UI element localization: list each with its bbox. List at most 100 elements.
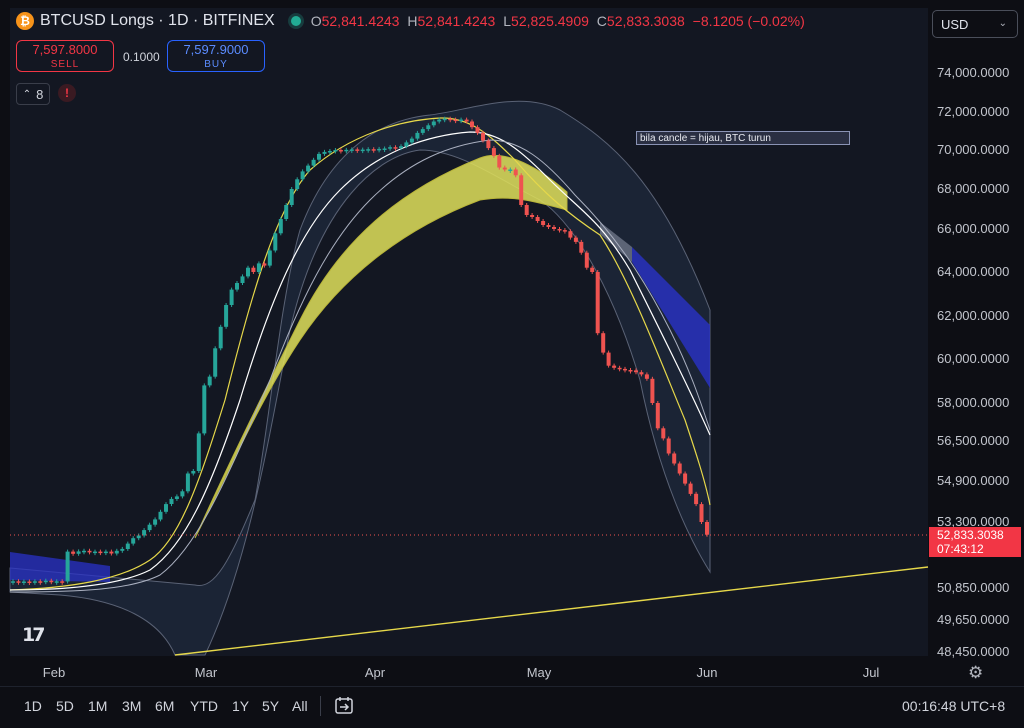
timeframe-1y[interactable]: 1Y — [232, 698, 250, 714]
timeframe-6m[interactable]: 6M — [155, 698, 175, 714]
candle — [683, 473, 688, 484]
candle — [661, 428, 666, 439]
candle — [202, 385, 207, 434]
candle — [502, 167, 507, 170]
candle — [705, 522, 709, 535]
candle — [497, 155, 502, 168]
candle — [267, 250, 272, 266]
candle — [431, 121, 436, 126]
currency-select[interactable]: USD ⌄ — [932, 10, 1018, 38]
candle — [180, 491, 185, 497]
candle — [284, 205, 289, 219]
y-tick-label: 53,300.0000 — [937, 514, 1010, 529]
candle — [300, 171, 305, 180]
candle — [393, 147, 398, 149]
candle — [481, 132, 485, 141]
candle — [295, 179, 300, 190]
chart-note[interactable]: bila cancle = hijau, BTC turun — [636, 131, 850, 145]
candles — [11, 116, 709, 585]
candle — [486, 140, 491, 149]
buy-button[interactable]: 7,597.9000 BUY — [167, 40, 265, 72]
candle — [338, 150, 343, 152]
candle — [699, 504, 704, 522]
sell-button[interactable]: 7,597.8000 SELL — [16, 40, 114, 72]
calendar-icon[interactable] — [334, 695, 354, 715]
market-open-icon — [290, 16, 301, 26]
candle — [366, 149, 371, 151]
low-value: 52,825.4909 — [511, 13, 589, 29]
candle — [475, 127, 480, 133]
candle — [229, 289, 234, 305]
y-tick-label: 60,000.0000 — [937, 351, 1010, 366]
tradingview-logo: 17 — [22, 624, 46, 646]
price-axis[interactable] — [928, 0, 1024, 727]
candle — [71, 551, 76, 554]
y-tick-label: 62,000.0000 — [937, 308, 1010, 323]
symbol-title[interactable]: BTCUSD Longs · 1D · BITFINEX — [40, 12, 275, 29]
candle — [218, 326, 223, 349]
candle — [65, 551, 70, 582]
candle — [196, 433, 201, 471]
open-label: O — [310, 13, 322, 29]
timeframe-1m[interactable]: 1M — [88, 698, 108, 714]
timeframe-all[interactable]: All — [292, 698, 308, 714]
timeframe-ytd[interactable]: YTD — [190, 698, 218, 714]
candle — [399, 146, 403, 149]
bollinger-band-fill — [9, 100, 711, 656]
candle — [453, 119, 458, 122]
y-tick-label: 68,000.0000 — [937, 181, 1010, 196]
current-price-tag: 52,833.3038 07:43:12 — [929, 527, 1021, 557]
timeframe-3m[interactable]: 3M — [122, 698, 142, 714]
yellow-cloud — [194, 154, 568, 539]
candle — [519, 175, 524, 205]
candle — [114, 550, 119, 554]
y-tick-label: 49,650.0000 — [937, 612, 1010, 627]
candle — [207, 376, 212, 386]
candle — [306, 165, 311, 172]
candle — [666, 438, 671, 454]
clock[interactable]: 00:16:48 UTC+8 — [902, 698, 1006, 714]
indicators-toggle[interactable]: ⌃ 8 — [16, 83, 50, 105]
timeframe-5d[interactable]: 5D — [56, 698, 74, 714]
candle — [617, 367, 622, 370]
spread-value: 0.1000 — [123, 50, 160, 64]
candle — [158, 511, 163, 520]
candle — [322, 151, 327, 154]
y-tick-label: 64,000.0000 — [937, 264, 1010, 279]
x-tick-label: May — [526, 665, 552, 680]
candle — [21, 581, 26, 583]
candle — [415, 132, 420, 139]
alert-icon[interactable]: ! — [58, 84, 76, 102]
candle — [557, 229, 562, 231]
candle — [333, 150, 338, 152]
candle — [612, 365, 617, 368]
candle — [672, 453, 677, 464]
timeframe-1d[interactable]: 1D — [24, 698, 42, 714]
candle — [448, 118, 453, 121]
candle — [426, 125, 431, 130]
buy-price: 7,597.9000 — [183, 42, 249, 57]
candle — [694, 493, 699, 505]
candle — [634, 370, 638, 373]
candle — [688, 483, 693, 494]
candle — [388, 147, 393, 149]
candle — [125, 543, 130, 549]
timeframe-5y[interactable]: 5Y — [262, 698, 280, 714]
candle — [185, 473, 190, 492]
y-tick-label: 48,450.0000 — [937, 644, 1010, 659]
ohlc-values: O52,841.4243 H52,841.4243 L52,825.4909 C… — [311, 13, 809, 29]
candle — [142, 530, 147, 536]
candle — [60, 581, 65, 583]
candle — [98, 551, 103, 554]
candle — [371, 149, 376, 151]
candle — [628, 370, 633, 372]
sell-price: 7,597.8000 — [32, 42, 98, 57]
candle — [623, 368, 627, 371]
candle — [579, 241, 584, 253]
candle — [530, 215, 535, 217]
candle — [289, 189, 294, 205]
candle — [355, 149, 360, 151]
settings-icon[interactable]: ⚙ — [968, 663, 984, 682]
candle — [377, 148, 382, 151]
candle — [491, 148, 496, 156]
